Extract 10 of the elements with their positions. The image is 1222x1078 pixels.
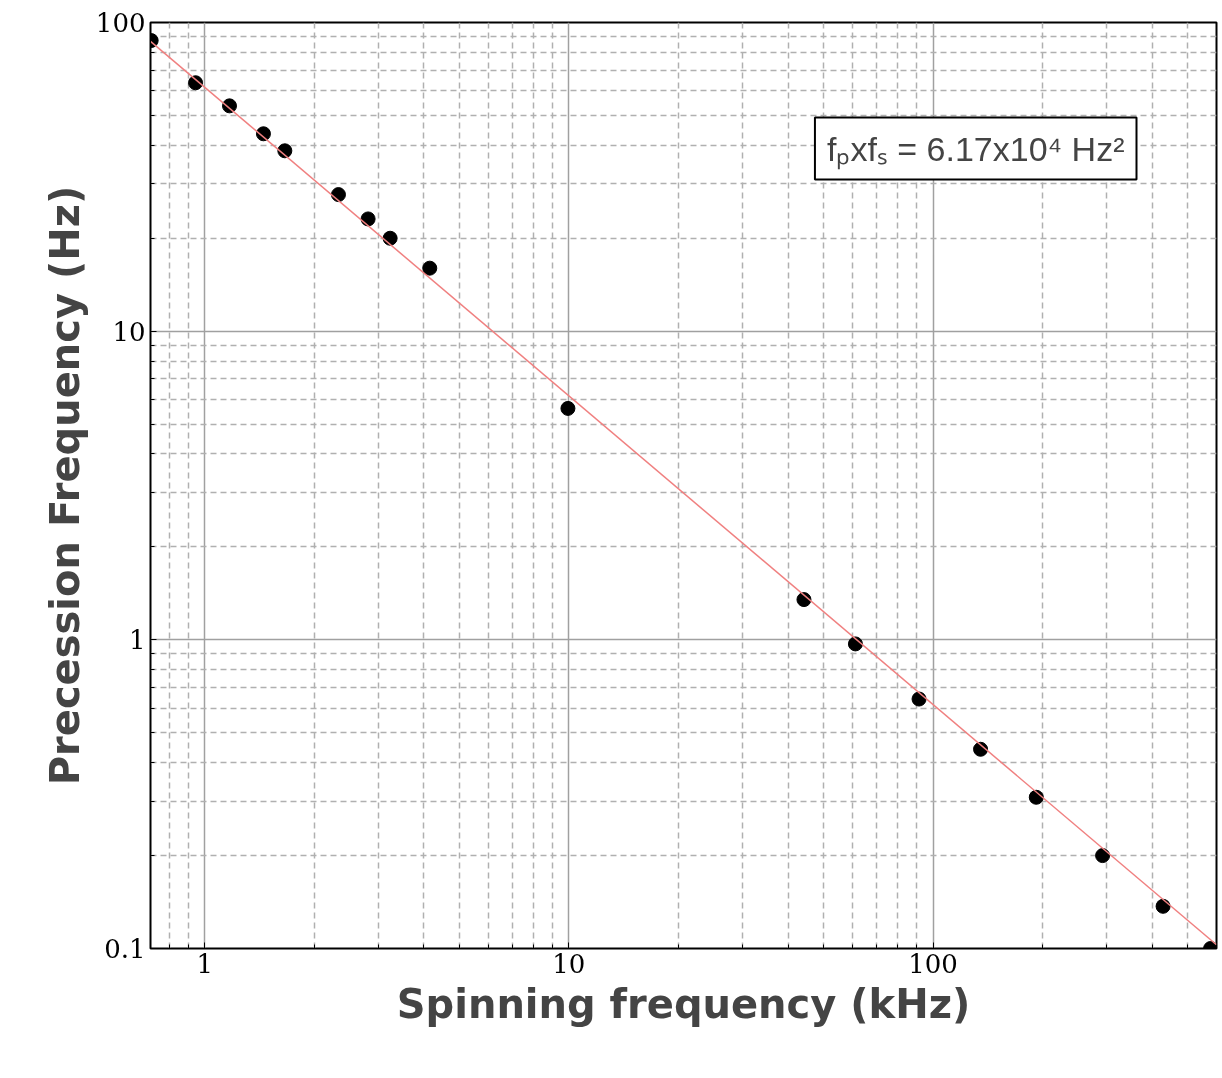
- y-tick-label: 0.1: [104, 934, 146, 964]
- y-tick-label: 10: [112, 316, 146, 347]
- x-tick-label: 1: [196, 948, 213, 979]
- y-tick-label: 1: [128, 625, 146, 656]
- y-tick-label: 100: [95, 8, 146, 38]
- annotation: fₚxfₛ = 6.17x10⁴ Hz²: [826, 129, 1125, 170]
- y-axis-title: Precession Frequency (Hz): [41, 185, 88, 786]
- x-tick-label: 10: [552, 948, 586, 979]
- x-axis-title: Spinning frequency (kHz): [396, 980, 971, 1027]
- x-tick-label: 100: [908, 948, 958, 979]
